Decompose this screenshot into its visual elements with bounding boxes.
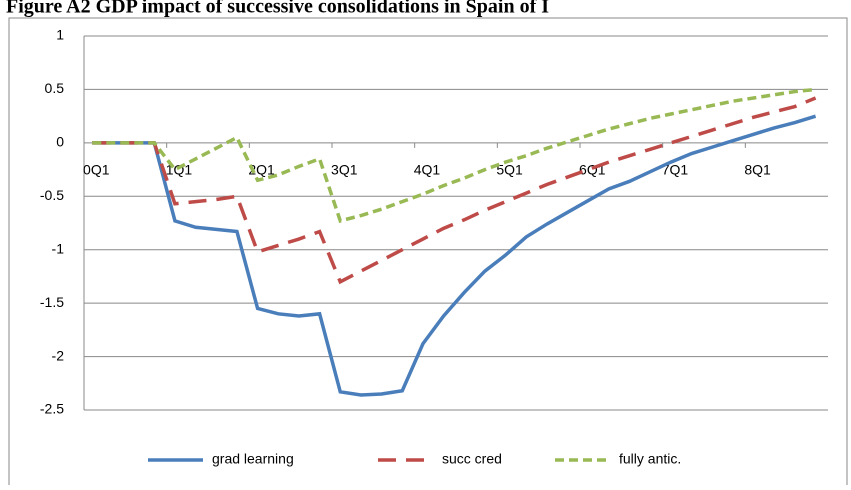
x-tick-label: 3Q1 [331,162,358,178]
y-tick-label: -0.5 [40,187,64,203]
chart-frame [8,17,848,489]
x-tick-label: 0Q1 [83,162,110,178]
y-tick-label: -1 [52,240,65,256]
y-tick-label: 1 [56,27,64,43]
y-tick-label: 0 [56,134,64,150]
series-line [92,114,817,397]
x-tick-label: 5Q1 [496,162,523,178]
x-tick-label: 2Q1 [248,162,275,178]
x-tick-label: 4Q1 [414,162,441,178]
legend-label: succ cred [442,451,502,467]
y-tick-label: -2.5 [40,401,64,417]
legend-label: fully antic. [619,451,681,467]
series-line [92,87,816,223]
chart-title: Figure A2 GDP impact of successive conso… [6,0,549,18]
y-tick-label: -2 [52,347,65,363]
x-tick-label: 8Q1 [744,162,771,178]
x-tick-label: 7Q1 [662,162,689,178]
legend-label: grad learning [212,451,294,467]
y-tick-label: -1.5 [40,294,64,310]
y-tick-label: 0.5 [45,80,65,96]
